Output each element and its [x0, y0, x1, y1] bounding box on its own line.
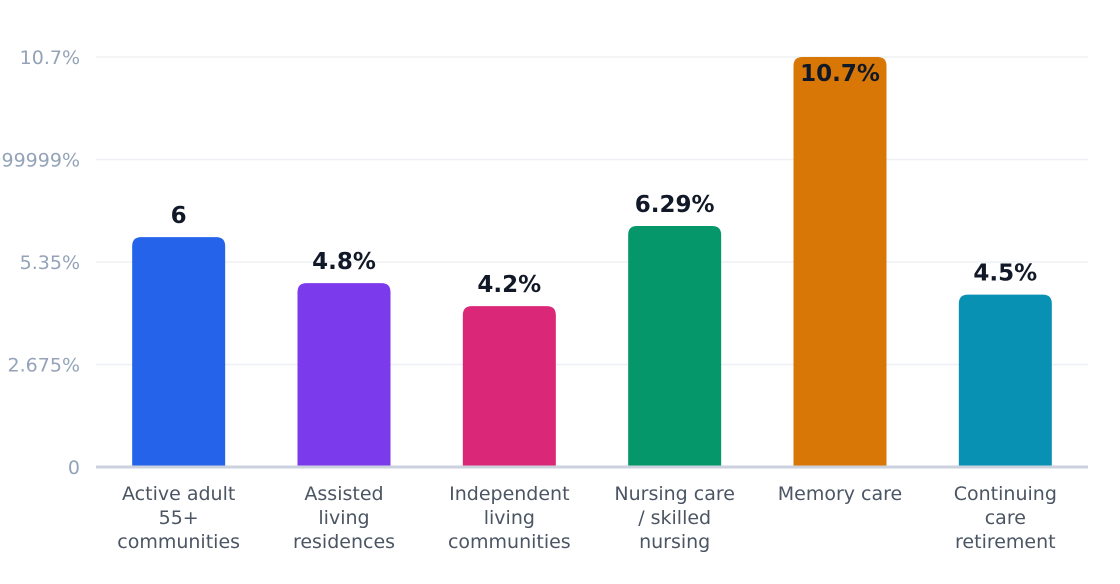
x-tick-label-line: living [318, 507, 369, 529]
bar [297, 283, 391, 467]
bars [132, 57, 1052, 467]
x-tick-label-line: retirement [955, 531, 1056, 553]
x-tick-label-line: residences [293, 531, 395, 553]
data-label: 4.2% [477, 272, 541, 298]
y-tick-label: 8.024999999999999% [0, 150, 80, 172]
x-tick-label: Independent living communities [448, 483, 571, 553]
y-axis: 0 2.675% 5.35% 8.024999999999999% 10.7% [0, 47, 80, 479]
bar [132, 237, 226, 467]
x-tick-label-line: Continuing [954, 483, 1057, 505]
x-tick-label-line: Active adult [122, 483, 235, 505]
x-tick-label-line: Independent [449, 483, 569, 505]
data-label: 6 [171, 203, 187, 229]
x-tick-label-line: communities [117, 531, 240, 553]
x-tick-label: Active adult 55+ communities [117, 483, 240, 553]
bar [793, 57, 887, 467]
data-label: 6.29% [635, 192, 715, 218]
x-tick-label-line: care [985, 507, 1026, 529]
x-tick-label-line: 55+ [159, 507, 199, 529]
data-label: 4.5% [973, 261, 1037, 287]
x-tick-label: Nursing care / skilled nursing [614, 483, 735, 553]
y-tick-label: 5.35% [20, 252, 80, 274]
x-tick-label-line: Memory care [778, 483, 902, 505]
y-tick-label: 0 [68, 457, 80, 479]
data-label: 4.8% [312, 249, 376, 275]
grid-lines [96, 56, 1088, 366]
x-tick-label-line: / skilled [638, 507, 711, 529]
x-tick-label-line: Nursing care [614, 483, 735, 505]
bar [958, 294, 1052, 467]
x-tick-label-line: nursing [639, 531, 710, 553]
x-tick-label-line: living [484, 507, 535, 529]
x-tick-label-line: Assisted [304, 483, 383, 505]
x-tick-label: Continuing care retirement [954, 483, 1057, 553]
x-tick-label-line: communities [448, 531, 571, 553]
data-labels: 6 4.8% 4.2% 6.29% 10.7% 4.5% [171, 61, 1038, 298]
data-label: 10.7% [800, 61, 880, 87]
y-tick-label: 10.7% [20, 47, 80, 69]
bar [462, 306, 556, 467]
x-tick-label: Assisted living residences [293, 483, 395, 553]
bar [628, 225, 722, 467]
y-tick-label: 2.675% [8, 355, 80, 377]
x-tick-label: Memory care [778, 483, 902, 505]
